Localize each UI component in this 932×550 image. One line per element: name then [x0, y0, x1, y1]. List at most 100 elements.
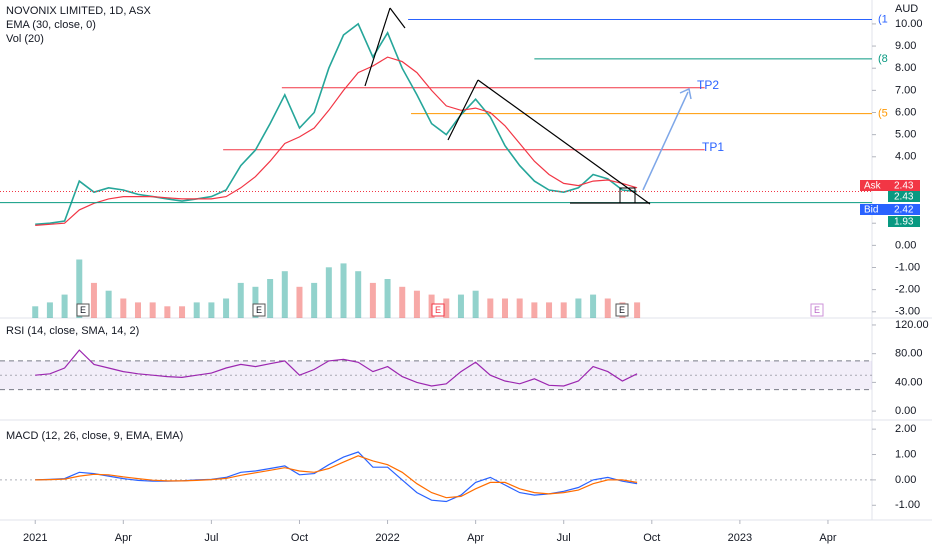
range-box [619, 187, 636, 204]
volume-bar [252, 286, 259, 318]
volume-bar [311, 282, 318, 318]
y-tick-label: 5.00 [895, 129, 916, 141]
tp1-label: TP1 [702, 140, 724, 154]
volume-bar [634, 302, 641, 318]
y-tick-label: 10.00 [895, 18, 923, 30]
volume-bar [590, 294, 597, 318]
volume-bar [105, 290, 112, 318]
price-tag-value: 2.43 [894, 192, 914, 203]
volume-bar [267, 279, 274, 318]
earnings-box [76, 303, 90, 317]
level-label: (1 [878, 13, 888, 25]
x-tick-label: Apr [819, 532, 836, 544]
y-tick-label: 8.00 [895, 62, 916, 74]
volume-bar [46, 302, 53, 318]
y-tick-label: 0.00 [895, 474, 916, 486]
earnings-box [431, 303, 445, 317]
volume-bar [531, 302, 538, 318]
volume-bar [223, 298, 230, 318]
price-tag-name-box [860, 204, 888, 215]
y-tick-label: 1.00 [895, 448, 916, 460]
y-tick-label: -1.00 [895, 261, 920, 273]
volume-bar [457, 294, 464, 318]
series-line [35, 349, 638, 387]
volume-bar [399, 286, 406, 318]
symbol-title: NOVONIX LIMITED, 1D, ASX [6, 5, 152, 17]
y-tick-label: -2.00 [895, 284, 920, 296]
series-line [35, 56, 638, 226]
volume-bar [369, 282, 376, 318]
volume-bar [193, 302, 200, 318]
volume-bar [32, 306, 39, 318]
volume-bar [355, 271, 362, 318]
y-tick-label: 40.00 [895, 376, 923, 388]
earnings-box [810, 303, 824, 317]
y-tick-label: 80.00 [895, 348, 923, 360]
series-line [35, 451, 638, 503]
volume-bar [384, 279, 391, 318]
volume-bar [149, 302, 156, 318]
volume-bar [443, 298, 450, 318]
trend-line [477, 79, 651, 205]
target-arrow-head [679, 87, 692, 100]
y-tick-label: 120.00 [895, 319, 929, 331]
target-arrow [642, 91, 689, 191]
level-label: (5 [878, 108, 888, 120]
price-tag-value: 1.93 [894, 217, 914, 228]
volume-bar [281, 271, 288, 318]
x-tick-label: Oct [643, 532, 660, 544]
earnings-label: E [619, 305, 625, 315]
volume-bar [237, 282, 244, 318]
volume-bar [413, 290, 420, 318]
x-tick-label: 2022 [375, 532, 399, 544]
earnings-box [615, 303, 629, 317]
x-tick-label: Jul [204, 532, 218, 544]
x-tick-label: 2021 [23, 532, 47, 544]
volume-bar [61, 294, 68, 318]
y-tick-label: 9.00 [895, 40, 916, 52]
volume-bar [604, 298, 611, 318]
x-tick-label: Apr [115, 532, 132, 544]
x-tick-label: 2023 [728, 532, 752, 544]
macd-legend: MACD (12, 26, close, 9, EMA, EMA) [6, 430, 183, 442]
rsi-legend: RSI (14, close, SMA, 14, 2) [6, 325, 139, 337]
volume-bar [296, 286, 303, 318]
volume-bar [134, 302, 141, 318]
price-tag-value: 2.42 [894, 205, 914, 216]
earnings-label: E [814, 305, 820, 315]
y-tick-label: 7.00 [895, 84, 916, 96]
tp2-label: TP2 [697, 78, 719, 92]
volume-bar [546, 302, 553, 318]
x-tick-label: Oct [291, 532, 308, 544]
price-tag-box [888, 204, 920, 215]
volume-bar [472, 290, 479, 318]
price-tag-name-box [860, 180, 888, 191]
y-tick-label: 0.00 [895, 405, 916, 417]
volume-legend: Vol (20) [6, 33, 44, 45]
volume-bar [575, 298, 582, 318]
earnings-label: E [435, 305, 441, 315]
earnings-label: E [256, 305, 262, 315]
trend-line [447, 79, 479, 141]
earnings-markers: E E E E E [76, 303, 824, 317]
price-tag-box [888, 180, 920, 191]
volume-bar [325, 267, 332, 318]
y-tick-label: 0.00 [895, 239, 916, 251]
price-tag-value: 2.43 [894, 181, 914, 192]
volume-bar [516, 298, 523, 318]
trend-line [364, 7, 391, 87]
level-label: (8 [878, 53, 888, 65]
volume-bar [208, 302, 215, 318]
price-tag-name: Ask [864, 181, 882, 192]
ema-legend: EMA (30, close, 0) [6, 19, 96, 31]
earnings-label: E [80, 305, 86, 315]
volume-bar [76, 259, 83, 318]
volume-bar [164, 306, 171, 318]
series-line [35, 22, 638, 226]
price-tag-box [888, 191, 920, 202]
y-tick-label: -3.00 [895, 306, 920, 318]
y-tick-label: 2.00 [895, 423, 916, 435]
price-tag-box [888, 216, 920, 227]
